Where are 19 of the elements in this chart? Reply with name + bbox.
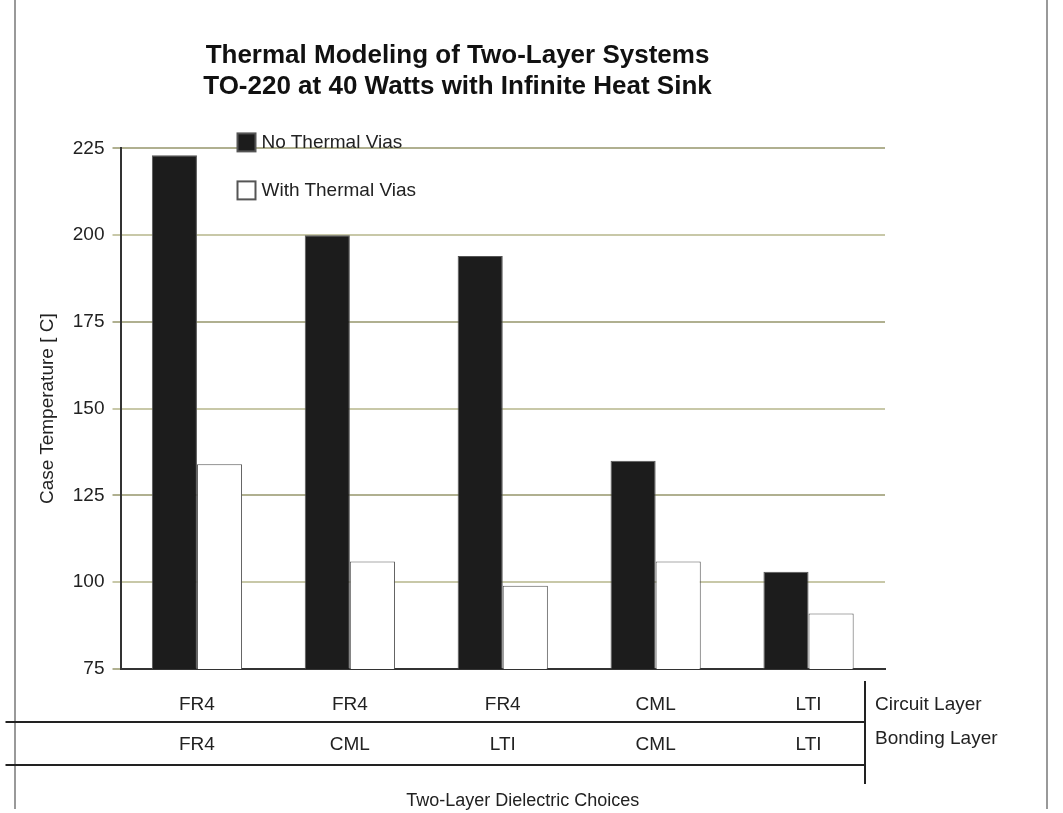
y-tick-label: 75: [83, 657, 105, 679]
text: Bonding Layer: [875, 727, 999, 749]
y-tick-label: 225: [72, 136, 105, 158]
text: Circuit Layer: [875, 693, 983, 715]
legend-label: No Thermal Vias: [261, 130, 403, 152]
x-tick-label: FR4 LTI: [484, 693, 522, 755]
y-tick-label: 200: [72, 223, 105, 245]
x-axis-title: Two-Layer Dielectric Choices: [406, 789, 640, 810]
x-tick-label: FR4 CML: [329, 693, 370, 755]
y-tick-label: 150: [72, 396, 105, 418]
x-tick-label: FR4 FR4: [179, 693, 216, 755]
y-tick-label: 100: [72, 570, 105, 592]
legend-label: With Thermal Vias: [261, 178, 417, 200]
x-tick-label: LTI LTI: [795, 693, 822, 755]
x-tick-label: CML CML: [635, 693, 676, 755]
y-tick-label: 125: [72, 483, 105, 505]
chart-title: Thermal Modeling of Two-Layer Systems TO-220 at 40 Watts with Infinite Heat Sink: [203, 38, 713, 100]
y-tick-label: 175: [72, 310, 105, 332]
y-axis-title: Case Temperature [ C]: [35, 313, 57, 505]
